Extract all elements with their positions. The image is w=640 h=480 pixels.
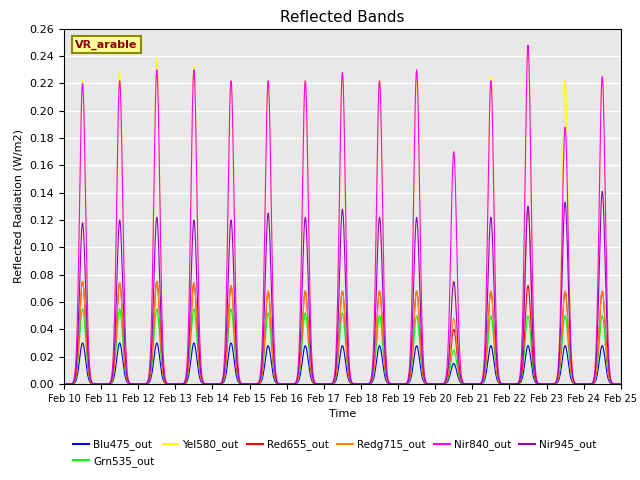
Y-axis label: Reflected Radiation (W/m2): Reflected Radiation (W/m2)	[14, 130, 24, 283]
Grn535_out	[157, 350, 164, 356]
Nir945_out	[617, 381, 625, 387]
Text: VR_arable: VR_arable	[75, 39, 138, 50]
Grn535_out	[298, 345, 306, 351]
Blu475_out	[157, 364, 164, 370]
Redg715_out	[274, 381, 282, 386]
Redg715_out	[60, 381, 68, 387]
Redg715_out	[606, 378, 614, 384]
Legend: Blu475_out, Grn535_out, Yel580_out, Red655_out, Redg715_out, Nir840_out, Nir945_: Blu475_out, Grn535_out, Yel580_out, Red6…	[69, 435, 600, 471]
Blu475_out	[124, 380, 132, 386]
Nir945_out	[606, 375, 614, 381]
Line: Yel580_out: Yel580_out	[64, 45, 621, 384]
Grn535_out	[617, 381, 625, 387]
Yel580_out	[298, 238, 305, 243]
Blu475_out	[79, 340, 86, 346]
Grn535_out	[79, 306, 86, 312]
Grn535_out	[606, 379, 614, 384]
Yel580_out	[124, 372, 131, 377]
Red655_out	[157, 338, 164, 344]
Nir840_out	[617, 381, 625, 387]
Yel580_out	[157, 234, 164, 240]
Red655_out	[274, 381, 282, 386]
Redg715_out	[124, 378, 131, 384]
Redg715_out	[157, 335, 164, 341]
Blu475_out	[546, 381, 554, 387]
Nir840_out	[546, 381, 554, 387]
Title: Reflected Bands: Reflected Bands	[280, 10, 404, 25]
Nir945_out	[124, 376, 131, 382]
Line: Grn535_out: Grn535_out	[64, 309, 621, 384]
Red655_out	[124, 378, 132, 384]
Yel580_out	[546, 381, 554, 387]
Nir945_out	[546, 381, 554, 387]
Red655_out	[79, 279, 86, 285]
Red655_out	[617, 381, 625, 387]
Red655_out	[298, 334, 306, 339]
Yel580_out	[274, 379, 282, 385]
Line: Red655_out: Red655_out	[64, 282, 621, 384]
Red655_out	[606, 378, 614, 384]
Line: Blu475_out: Blu475_out	[64, 343, 621, 384]
Nir840_out	[524, 42, 532, 48]
Nir840_out	[60, 381, 68, 387]
Red655_out	[60, 381, 68, 387]
Nir840_out	[606, 372, 614, 377]
Yel580_out	[524, 42, 532, 48]
Nir840_out	[157, 239, 164, 245]
Redg715_out	[546, 381, 554, 387]
Blu475_out	[606, 380, 614, 385]
Nir840_out	[274, 379, 282, 385]
Line: Redg715_out: Redg715_out	[64, 206, 621, 384]
Nir945_out	[274, 380, 282, 386]
Blu475_out	[298, 361, 306, 367]
X-axis label: Time: Time	[329, 409, 356, 419]
Redg715_out	[298, 337, 305, 343]
Grn535_out	[124, 379, 132, 385]
Nir945_out	[157, 306, 164, 312]
Yel580_out	[617, 381, 625, 387]
Nir945_out	[298, 302, 305, 308]
Blu475_out	[60, 381, 68, 387]
Redg715_out	[617, 381, 625, 387]
Nir840_out	[298, 238, 305, 243]
Yel580_out	[60, 381, 68, 387]
Line: Nir840_out: Nir840_out	[64, 45, 621, 384]
Line: Nir945_out: Nir945_out	[64, 192, 621, 384]
Grn535_out	[60, 381, 68, 387]
Nir945_out	[60, 381, 68, 387]
Red655_out	[546, 381, 554, 387]
Redg715_out	[524, 204, 532, 209]
Blu475_out	[274, 381, 282, 387]
Grn535_out	[274, 381, 282, 386]
Blu475_out	[617, 381, 625, 387]
Yel580_out	[606, 372, 614, 377]
Grn535_out	[546, 381, 554, 387]
Nir840_out	[124, 372, 131, 377]
Nir945_out	[598, 189, 606, 194]
